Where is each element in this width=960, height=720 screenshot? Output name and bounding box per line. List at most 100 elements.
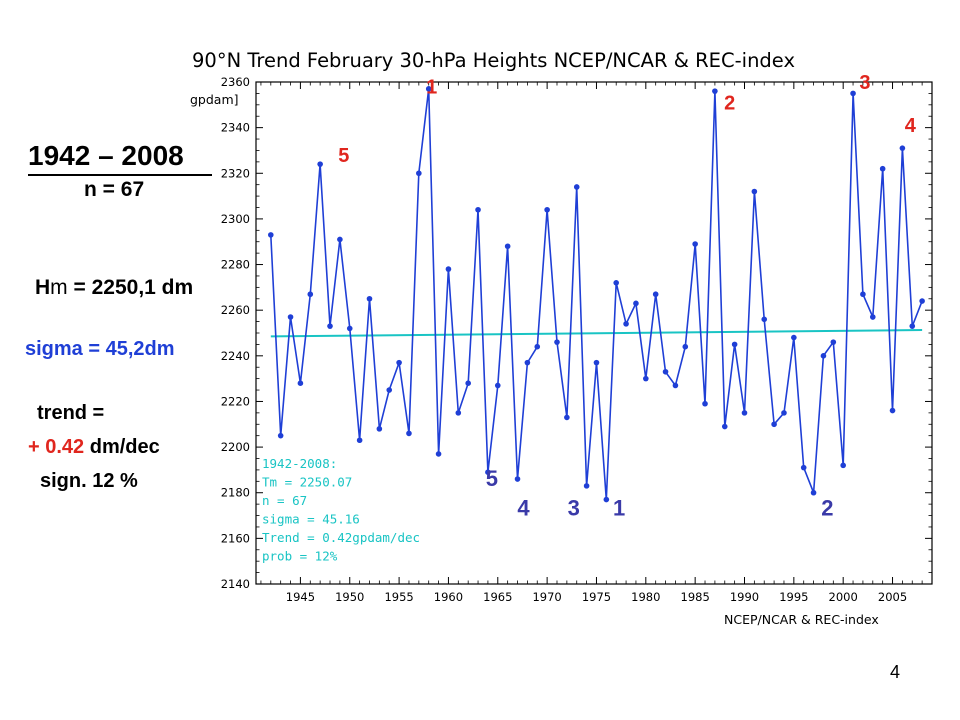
- y-tick-label: 2300: [221, 212, 250, 226]
- data-point: [534, 343, 541, 350]
- data-point: [712, 88, 718, 94]
- data-point: [889, 407, 896, 414]
- x-tick-label: 1960: [434, 590, 463, 604]
- data-point: [524, 359, 531, 366]
- x-tick-label: 1985: [681, 590, 710, 604]
- data-point: [564, 414, 570, 421]
- y-tick-label: 2360: [221, 75, 250, 89]
- data-point: [761, 316, 768, 323]
- rank-label-high: 5: [338, 145, 349, 167]
- data-point: [465, 380, 471, 387]
- x-tick-label: 2005: [878, 590, 907, 604]
- x-tick-label: 1990: [730, 590, 759, 604]
- data-point: [909, 323, 916, 329]
- data-point: [850, 90, 856, 97]
- data-point: [475, 206, 481, 213]
- data-point: [899, 145, 906, 151]
- x-tick-label: 1945: [286, 590, 315, 604]
- sigma-label: sigma = 45,2dm: [25, 338, 175, 360]
- rank-label-high: 4: [905, 115, 917, 137]
- rank-label-low: 2: [821, 496, 833, 521]
- data-point: [919, 298, 925, 304]
- stats-box: 1942-2008: Tm = 2250.07 n = 67 sigma = 45.1…: [262, 456, 420, 564]
- stats-line: 1942-2008:: [262, 456, 337, 471]
- rank-label-low: 3: [568, 496, 580, 521]
- y-axis: 2140 2160 2180 2200 2220 2240 2260 2280 2300 2320…: [221, 75, 932, 591]
- data-point: [879, 165, 886, 172]
- stats-line: sigma = 45.16: [262, 512, 360, 527]
- y-tick-label: 2140: [221, 577, 250, 591]
- data-point: [277, 432, 284, 439]
- data-point: [485, 469, 491, 475]
- data-point: [731, 341, 738, 348]
- stats-line: prob = 12%: [262, 549, 338, 564]
- data-point: [337, 236, 343, 243]
- slide-number: 4: [890, 662, 901, 682]
- data-point: [781, 410, 787, 416]
- y-tick-label: 2340: [221, 121, 250, 135]
- data-point: [455, 410, 462, 416]
- x-axis: 1945 1950 1955 1960 1965 1970 1975 1980 1985 1990…: [260, 82, 933, 604]
- data-point: [593, 359, 600, 366]
- x-tick-label: 1970: [532, 590, 561, 604]
- data-point: [791, 334, 797, 341]
- significance-label: sign. 12 %: [40, 470, 138, 492]
- y-tick-label: 2160: [221, 531, 250, 545]
- data-point: [692, 241, 698, 247]
- data-point: [416, 170, 422, 177]
- x-tick-label: 1975: [582, 590, 611, 604]
- data-point: [268, 232, 274, 238]
- rank-label-low: 5: [486, 466, 498, 491]
- data-point: [860, 291, 866, 298]
- data-point: [425, 86, 432, 92]
- data-point: [376, 426, 383, 432]
- data-point: [830, 339, 837, 345]
- data-point: [721, 423, 728, 430]
- rank-label-low: 4: [517, 496, 530, 521]
- data-point: [504, 243, 511, 250]
- y-tick-label: 2220: [221, 394, 250, 408]
- data-point: [643, 375, 649, 382]
- mean-height-prefix: H: [35, 276, 51, 299]
- data-point: [771, 421, 777, 428]
- data-point: [346, 325, 353, 332]
- data-point: [366, 295, 373, 302]
- data-point: [396, 359, 402, 366]
- data-point: [544, 206, 550, 213]
- y-axis-label: gpdam]: [190, 92, 239, 107]
- data-point: [810, 489, 817, 496]
- data-point: [662, 368, 669, 375]
- y-tick-label: 2240: [221, 349, 250, 363]
- data-point: [435, 451, 442, 457]
- data-point: [623, 321, 629, 327]
- trend-unit: dm/dec: [84, 436, 160, 458]
- y-tick-label: 2280: [221, 258, 250, 272]
- data-point: [652, 291, 659, 298]
- rank-label-high: 1: [426, 76, 437, 98]
- trend-number: + 0.42: [28, 436, 85, 458]
- data-point: [297, 380, 304, 387]
- data-point: [356, 437, 363, 444]
- data-point: [573, 184, 580, 190]
- data-point: [702, 400, 708, 407]
- stats-line: n = 67: [262, 493, 307, 508]
- stats-line: Trend = 0.42gpdam/dec: [262, 530, 420, 545]
- x-tick-label: 1955: [384, 590, 413, 604]
- data-point: [633, 300, 639, 307]
- data-point: [869, 314, 876, 320]
- data-point: [840, 462, 846, 469]
- x-tick-label: 1995: [779, 590, 808, 604]
- data-points: [268, 86, 925, 503]
- source-label: NCEP/NCAR & REC-index: [724, 612, 879, 627]
- chart-title: 90°N Trend February 30-hPa Heights NCEP/…: [192, 49, 795, 72]
- rank-label-high: 3: [859, 72, 870, 94]
- y-tick-label: 2200: [221, 440, 250, 454]
- x-tick-label: 1965: [483, 590, 512, 604]
- period-heading: 1942 – 2008: [28, 140, 184, 171]
- data-point: [317, 161, 323, 167]
- data-point: [514, 476, 521, 482]
- data-point: [327, 323, 333, 329]
- stats-line: Tm = 2250.07: [262, 475, 352, 490]
- y-tick-label: 2260: [221, 303, 250, 317]
